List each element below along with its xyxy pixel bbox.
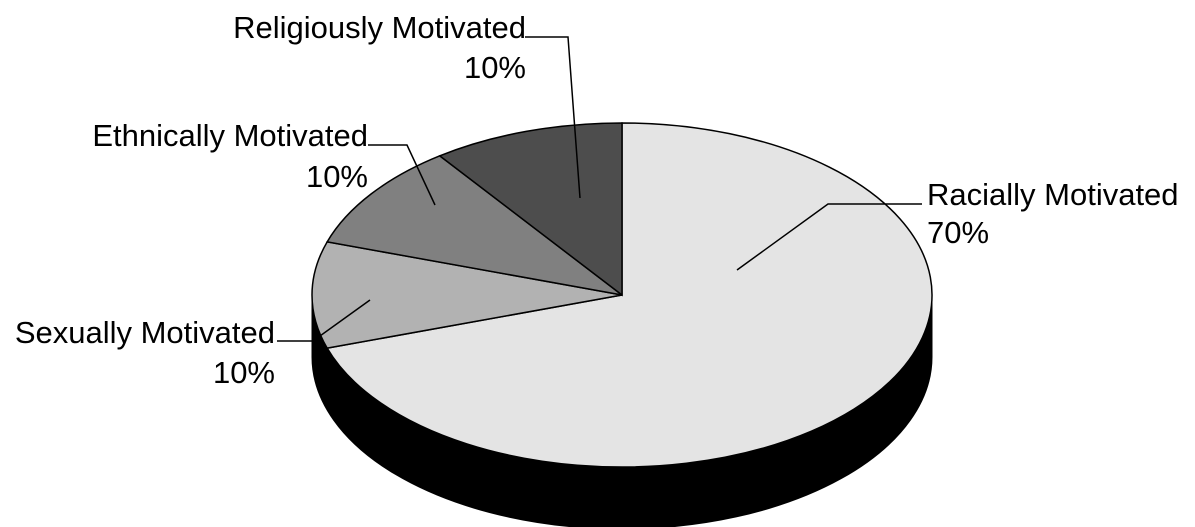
slice-label-sexually: Sexually Motivated [15, 315, 275, 350]
slice-value-religiously: 10% [464, 50, 526, 85]
pie-top [311, 122, 933, 468]
pie-slice-ethnically [325, 154, 623, 296]
pie-slice-sexually [311, 241, 623, 349]
leader-line-ethnically [368, 144, 436, 206]
slice-value-ethnically: 10% [306, 159, 368, 194]
leader-line-sexually [277, 299, 371, 342]
leader-line-religiously [525, 36, 581, 199]
slice-label-racially: Racially Motivated [927, 177, 1179, 212]
leader-line-racially [736, 203, 922, 271]
slice-value-racially: 70% [927, 215, 989, 250]
slice-label-ethnically: Ethnically Motivated [92, 118, 368, 153]
slice-label-religiously: Religiously Motivated [233, 10, 526, 45]
pie-slice-religiously [438, 122, 623, 297]
slice-value-sexually: 10% [213, 355, 275, 390]
pie-slice-racially [325, 122, 933, 468]
